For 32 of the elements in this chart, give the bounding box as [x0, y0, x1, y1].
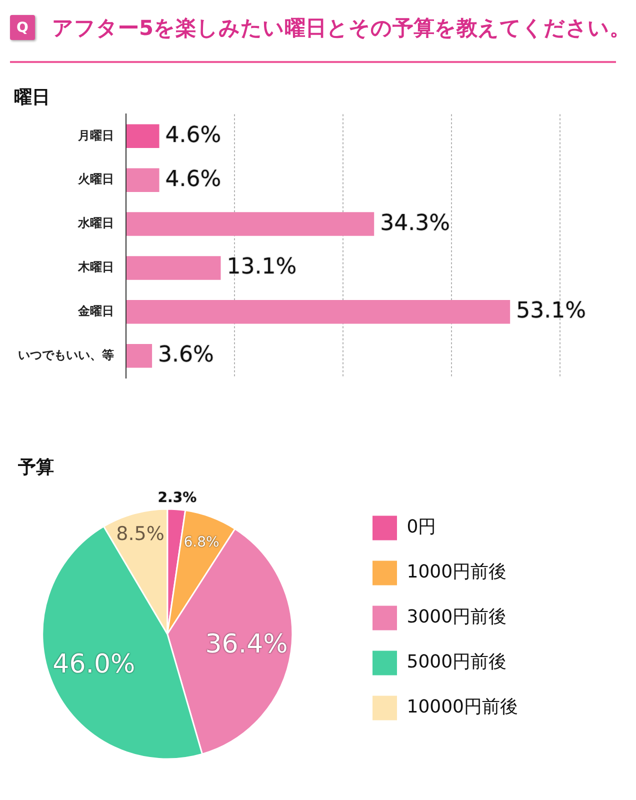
- y-tick-label: 木曜日: [77, 260, 114, 274]
- chart-title: アフター5を楽しみたい曜日とその予算を教えてください。: [52, 15, 630, 42]
- chart-title: 予算: [18, 456, 54, 480]
- badge: Q: [10, 15, 35, 40]
- legend-label: 5000円前後: [406, 652, 507, 673]
- legend-label: 1000円前後: [406, 562, 507, 583]
- legend-label: 10000円前後: [406, 696, 518, 718]
- legend-label: 0円: [406, 516, 436, 538]
- data-label: 6.8%: [184, 534, 220, 550]
- bar: [126, 344, 152, 368]
- data-label: 3.6%: [158, 342, 214, 368]
- y-tick-label: 水曜日: [77, 216, 114, 230]
- data-label: 46.0%: [52, 650, 136, 680]
- data-label: 4.6%: [165, 166, 222, 192]
- y-tick-label: 月曜日: [77, 128, 114, 142]
- y-tick-label: 火曜日: [77, 172, 114, 186]
- y-tick-label: 金曜日: [77, 304, 114, 318]
- data-label: 4.6%: [165, 122, 222, 148]
- data-label: 8.5%: [116, 523, 164, 546]
- data-label: 13.1%: [226, 254, 297, 280]
- chart-subtitle: 曜日: [14, 86, 50, 110]
- data-label: 53.1%: [516, 298, 586, 324]
- bar: [126, 168, 160, 192]
- bar: [126, 300, 510, 324]
- data-label: 36.4%: [205, 629, 288, 660]
- data-label: 34.3%: [380, 210, 450, 236]
- data-label: 2.3%: [158, 490, 197, 506]
- legend-label: 3000円前後: [406, 606, 507, 628]
- y-tick-label: いつでもいい、等: [18, 348, 114, 362]
- bar: [126, 124, 160, 148]
- bar: [126, 212, 374, 236]
- bar: [126, 256, 221, 280]
